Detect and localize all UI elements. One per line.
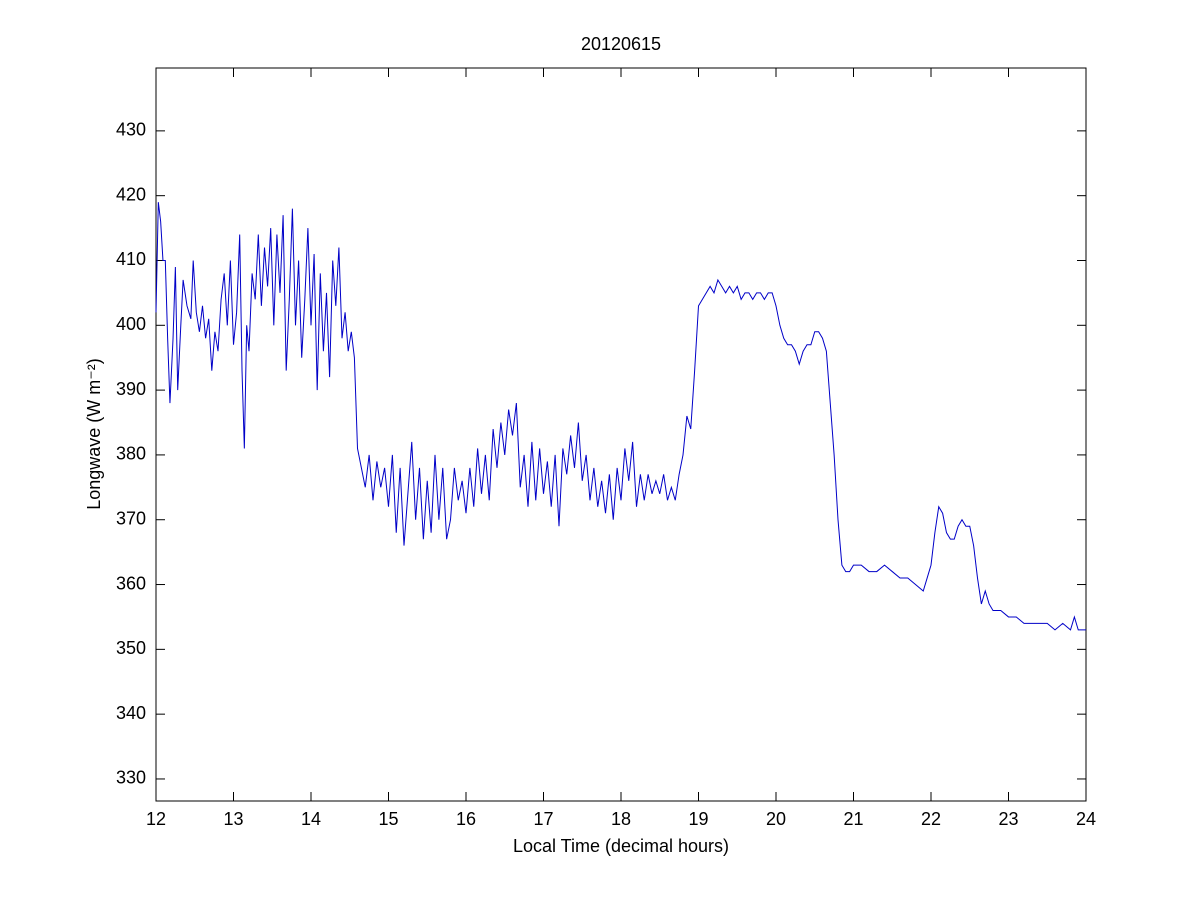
x-tick-label: 18	[611, 809, 631, 829]
y-tick-label: 430	[116, 120, 146, 140]
x-tick-label: 15	[378, 809, 398, 829]
y-tick-label: 380	[116, 444, 146, 464]
x-tick-label: 13	[223, 809, 243, 829]
y-tick-label: 400	[116, 314, 146, 334]
y-axis-label: Longwave (W m⁻²)	[84, 358, 104, 510]
x-tick-label: 23	[998, 809, 1018, 829]
y-tick-label: 340	[116, 703, 146, 723]
x-tick-label: 16	[456, 809, 476, 829]
y-tick-label: 360	[116, 573, 146, 593]
x-tick-label: 22	[921, 809, 941, 829]
x-tick-label: 17	[533, 809, 553, 829]
y-tick-label: 420	[116, 184, 146, 204]
x-tick-label: 24	[1076, 809, 1096, 829]
x-tick-label: 12	[146, 809, 166, 829]
y-tick-label: 350	[116, 638, 146, 658]
chart-title: 20120615	[581, 34, 661, 54]
x-tick-label: 19	[688, 809, 708, 829]
x-axis-label: Local Time (decimal hours)	[513, 836, 729, 856]
y-tick-label: 370	[116, 508, 146, 528]
y-tick-label: 410	[116, 249, 146, 269]
x-tick-label: 14	[301, 809, 321, 829]
data-line	[155, 202, 1086, 631]
x-tick-label: 20	[766, 809, 786, 829]
y-tick-label: 330	[116, 768, 146, 788]
x-tick-label: 21	[843, 809, 863, 829]
plot-area	[155, 67, 1087, 802]
y-tick-label: 390	[116, 379, 146, 399]
